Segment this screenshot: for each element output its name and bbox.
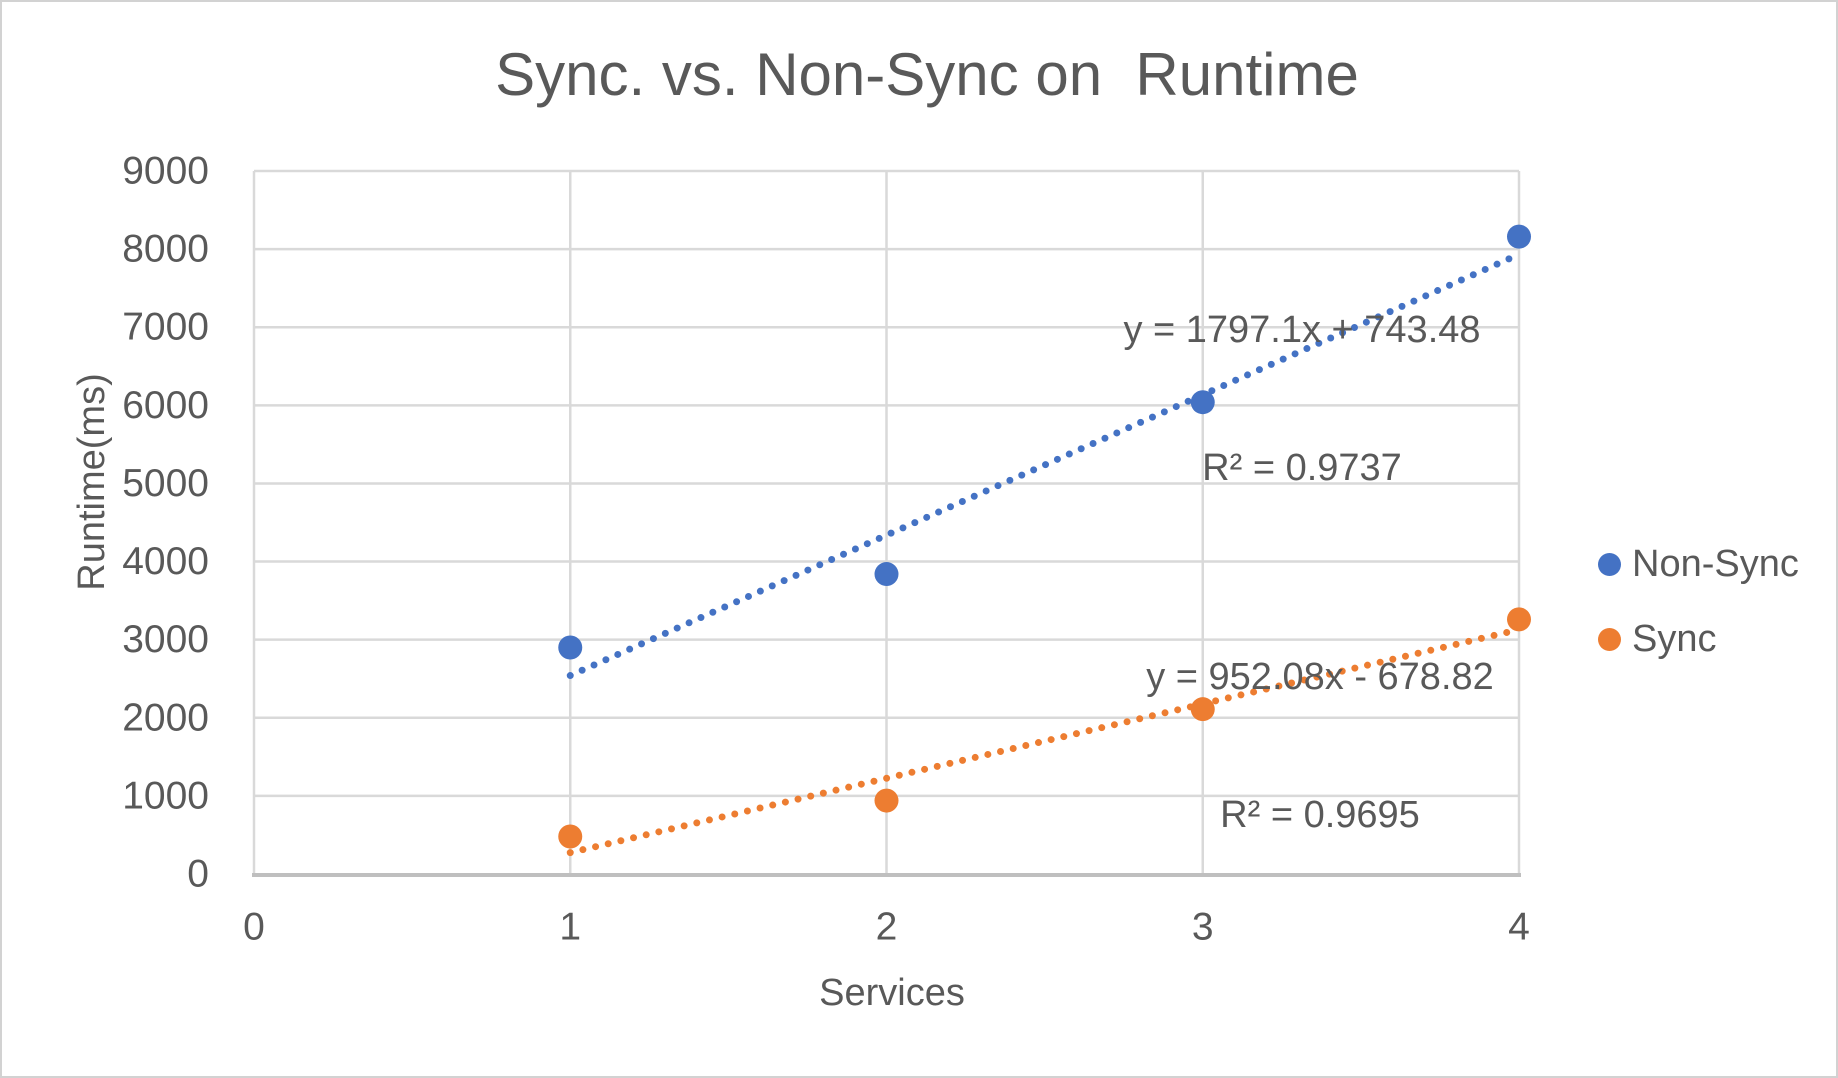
- legend-item-sync: Sync: [1598, 616, 1716, 662]
- legend-label-non-sync: Non-Sync: [1632, 542, 1799, 585]
- data-point-non-sync: [1507, 224, 1531, 249]
- y-axis-title: Runtime(ms): [71, 373, 113, 591]
- y-tick-label: 5000: [122, 462, 209, 505]
- legend-marker-non-sync-icon: [1598, 552, 1621, 576]
- data-point-sync: [874, 788, 899, 813]
- x-axis-title: Services: [819, 972, 965, 1014]
- legend-item-non-sync: Non-Sync: [1598, 541, 1799, 587]
- legend-label-sync: Sync: [1632, 617, 1717, 660]
- trendline-equation-non-sync: y = 1797.1x + 743.48 R² = 0.9737: [1002, 215, 1602, 583]
- equation-text: y = 1797.1x + 743.48: [1123, 309, 1481, 351]
- data-point-non-sync: [874, 562, 899, 587]
- data-point-sync: [1507, 607, 1531, 632]
- x-tick-label: 0: [243, 906, 265, 949]
- equation-text: y = 952.08x - 678.82: [1146, 656, 1494, 698]
- trendline-equation-sync: y = 952.08x - 678.82 R² = 0.9695: [1020, 562, 1620, 930]
- y-tick-label: 7000: [122, 306, 209, 349]
- chart-title: Sync. vs. Non-Sync on Runtime: [495, 41, 1359, 108]
- legend-marker-sync-icon: [1598, 627, 1621, 651]
- y-tick-label: 2000: [122, 696, 209, 739]
- trendline-non-sync: [566, 250, 1523, 680]
- r-squared-text: R² = 0.9737: [1202, 447, 1402, 489]
- y-tick-label: 4000: [122, 540, 209, 583]
- y-tick-label: 9000: [122, 150, 209, 193]
- data-point-sync: [558, 824, 583, 849]
- y-tick-label: 0: [187, 853, 209, 896]
- data-point-non-sync: [1190, 390, 1215, 415]
- x-tick-label: 1: [559, 906, 581, 949]
- x-tick-label: 4: [1508, 906, 1530, 949]
- y-tick-label: 8000: [122, 228, 209, 271]
- data-point-non-sync: [558, 635, 583, 660]
- y-tick-label: 6000: [122, 384, 209, 427]
- y-tick-label: 3000: [122, 618, 209, 661]
- data-point-sync: [1190, 697, 1215, 722]
- x-tick-label: 3: [1192, 906, 1214, 949]
- r-squared-text: R² = 0.9695: [1220, 794, 1420, 836]
- y-tick-label: 1000: [122, 774, 209, 817]
- x-tick-label: 2: [876, 906, 898, 949]
